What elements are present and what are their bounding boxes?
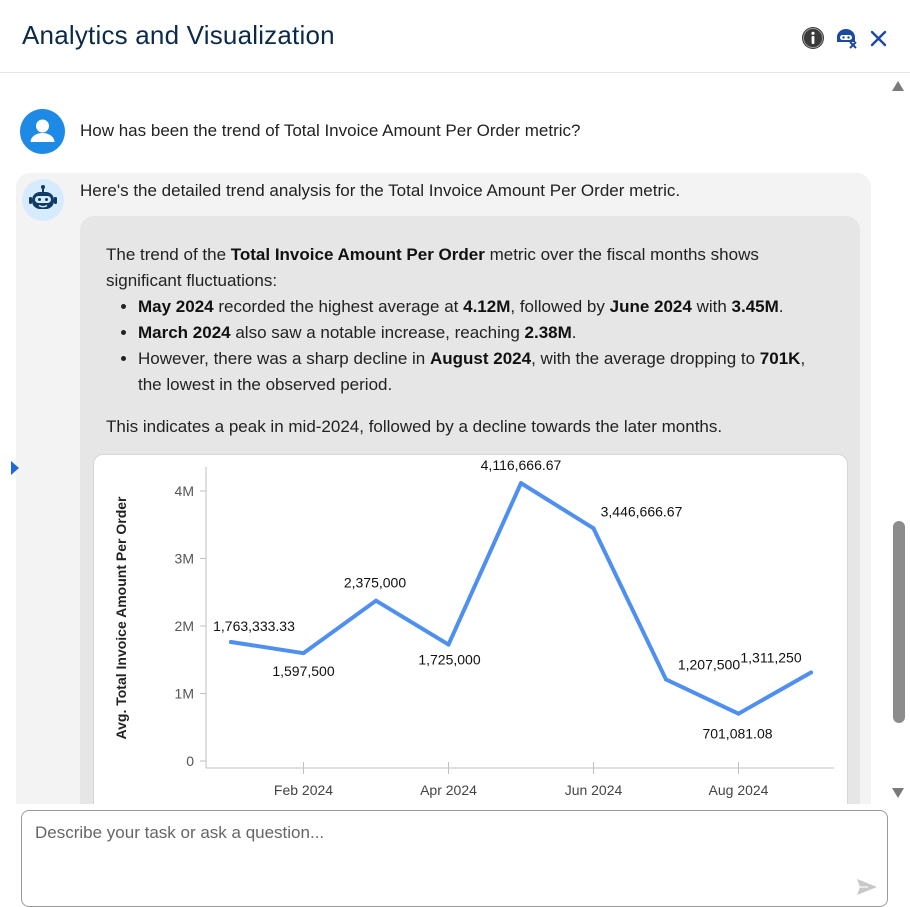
answer-text-part: metric over the fiscal months shows sign…	[106, 245, 759, 290]
bullet-item: May 2024 recorded the highest average at…	[138, 294, 826, 320]
answer-text-part: The trend of the	[106, 245, 231, 264]
chat-history: How has been the trend of Total Invoice …	[0, 73, 885, 804]
y-tick-label: 3M	[175, 551, 194, 567]
data-label: 1,311,250	[740, 649, 801, 665]
x-tick-label: Apr 2024	[420, 782, 477, 798]
answer-card: The trend of the Total Invoice Amount Pe…	[80, 216, 860, 804]
bot-tools-button[interactable]	[834, 25, 860, 51]
bullet-text: with	[691, 297, 732, 316]
message-input[interactable]	[33, 821, 837, 895]
data-label: 701,081.08	[702, 726, 772, 742]
data-point	[809, 670, 813, 675]
bullet-bold: 4.12M	[463, 297, 511, 316]
scroll-up-arrow-icon[interactable]	[891, 80, 905, 92]
data-label: 1,763,333.33	[213, 618, 295, 634]
answer-conclusion: This indicates a peak in mid-2024, follo…	[106, 417, 723, 436]
y-tick-label: 4M	[175, 483, 194, 499]
data-label: 1,207,500	[678, 656, 740, 672]
data-label: 1,597,500	[272, 663, 334, 679]
message-input-box[interactable]	[21, 810, 888, 907]
robot-icon	[29, 185, 57, 209]
bullet-text: .	[571, 323, 577, 342]
panel-title: Analytics and Visualization	[22, 20, 335, 50]
bullet-item: March 2024 also saw a notable increase, …	[138, 320, 826, 346]
bullet-text: , with the average dropping to	[531, 349, 760, 368]
bullet-text: recorded the highest average at	[213, 297, 464, 316]
scroll-down-arrow-icon[interactable]	[891, 787, 905, 799]
data-label: 4,116,666.67	[481, 457, 562, 473]
bullet-bold: August 2024	[430, 349, 532, 368]
send-button[interactable]	[856, 877, 878, 897]
info-icon	[802, 27, 824, 49]
data-points	[229, 481, 813, 716]
scrollbar-thumb[interactable]	[893, 521, 905, 723]
panel-header: Analytics and Visualization	[0, 0, 910, 73]
data-point	[736, 711, 741, 716]
data-labels: 1,763,333.33 1,597,500 2,375,000 1,725,000 4…	[213, 457, 802, 742]
bullet-item: However, there was a sharp decline in Au…	[138, 346, 826, 398]
bot-tools-icon	[837, 29, 857, 49]
answer-paragraph: The trend of the Total Invoice Amount Pe…	[106, 242, 826, 294]
data-point	[374, 598, 378, 603]
x-tick-label: Feb 2024	[274, 782, 333, 798]
data-point	[229, 639, 233, 644]
user-message: How has been the trend of Total Invoice …	[20, 109, 860, 155]
data-point	[519, 481, 523, 486]
answer-bullets: May 2024 recorded the highest average at…	[106, 294, 826, 398]
bullet-bold: 701K	[759, 349, 801, 368]
data-point	[591, 526, 596, 531]
answer-text: The trend of the Total Invoice Amount Pe…	[106, 242, 826, 440]
bot-intro-text: Here's the detailed trend analysis for t…	[80, 181, 681, 200]
bullet-text: also saw a notable increase, reaching	[230, 323, 525, 342]
bullet-bold: May 2024	[138, 297, 214, 316]
y-ticks: 0 1M 2M 3M 4M	[175, 483, 206, 769]
line-chart: Avg. Total Invoice Amount Per Order 0 1M 2…	[113, 457, 834, 798]
y-axis-title: Avg. Total Invoice Amount Per Order	[113, 496, 129, 740]
bullet-bold: 2.38M	[524, 323, 572, 342]
user-question: How has been the trend of Total Invoice …	[80, 121, 581, 140]
bullet-bold: March 2024	[138, 323, 231, 342]
bullet-text: However, there was a sharp decline in	[138, 349, 430, 368]
metric-name: Total Invoice Amount Per Order	[230, 245, 485, 264]
close-button[interactable]	[866, 25, 892, 51]
bullet-text: , followed by	[510, 297, 610, 316]
x-ticks: Feb 2024 Apr 2024 Jun 2024 Aug 2024	[274, 762, 769, 798]
info-button[interactable]	[800, 25, 826, 51]
send-icon	[857, 879, 877, 895]
data-point	[301, 651, 306, 656]
bot-avatar	[22, 179, 64, 221]
chart-container: Avg. Total Invoice Amount Per Order 0 1M 2…	[93, 454, 848, 804]
bot-message: Here's the detailed trend analysis for t…	[16, 173, 871, 804]
x-tick-label: Aug 2024	[709, 782, 769, 798]
bullet-bold: June 2024	[609, 297, 692, 316]
expand-caret-icon[interactable]	[10, 461, 20, 475]
y-tick-label: 1M	[175, 686, 194, 702]
bullet-text: .	[778, 297, 784, 316]
bullet-bold: 3.45M	[731, 297, 779, 316]
data-label: 3,446,666.67	[601, 503, 683, 519]
x-tick-label: Jun 2024	[565, 782, 623, 798]
close-icon	[870, 30, 887, 47]
user-icon	[30, 119, 55, 142]
data-point	[446, 642, 451, 647]
bullet-text: , the lowest in the observed period.	[138, 349, 806, 394]
chart-axes	[205, 467, 834, 769]
y-tick-label: 0	[186, 753, 194, 769]
y-tick-label: 2M	[175, 618, 194, 634]
user-avatar	[20, 109, 65, 154]
data-label: 1,725,000	[418, 652, 480, 668]
data-point	[664, 677, 668, 682]
data-label: 2,375,000	[344, 575, 406, 591]
